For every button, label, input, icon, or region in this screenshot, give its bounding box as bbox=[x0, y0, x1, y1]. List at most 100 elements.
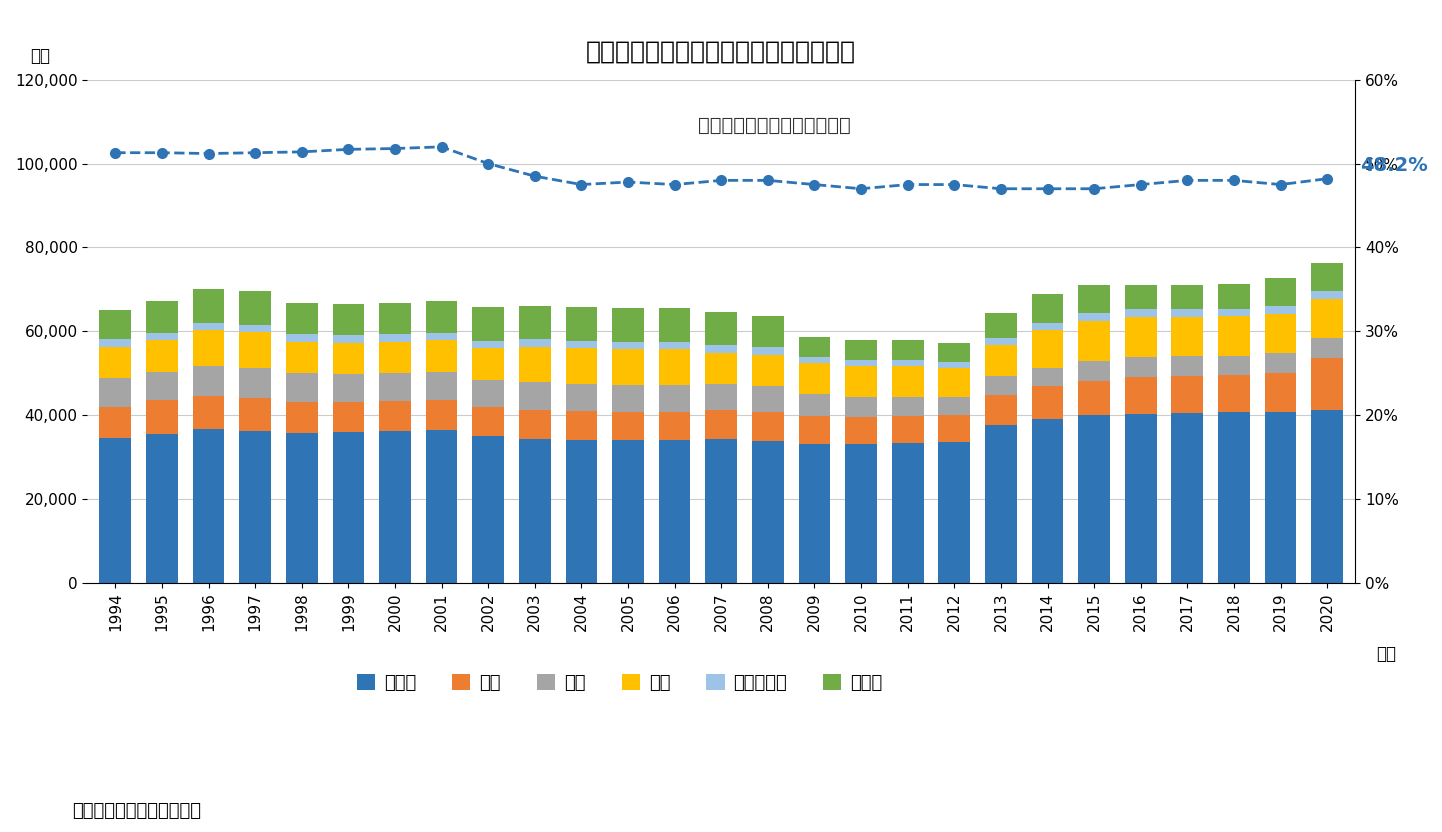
Bar bbox=[239, 291, 271, 325]
Bar bbox=[659, 308, 691, 342]
Bar bbox=[891, 359, 923, 365]
Bar bbox=[891, 365, 923, 397]
Bar bbox=[193, 290, 225, 323]
Bar bbox=[985, 394, 1017, 425]
Bar bbox=[1031, 386, 1063, 418]
Bar bbox=[1218, 356, 1250, 375]
Bar bbox=[1079, 313, 1110, 321]
Bar bbox=[519, 409, 551, 439]
Bar bbox=[753, 441, 783, 582]
Bar bbox=[519, 347, 551, 383]
Bar bbox=[565, 411, 597, 440]
Bar bbox=[939, 398, 970, 415]
Bar bbox=[425, 400, 457, 430]
Bar bbox=[473, 349, 505, 380]
Bar bbox=[1079, 381, 1110, 415]
Bar bbox=[1079, 285, 1110, 313]
Bar bbox=[146, 372, 177, 400]
Bar bbox=[239, 368, 271, 399]
Bar bbox=[519, 439, 551, 582]
Bar bbox=[845, 365, 877, 397]
Bar bbox=[99, 379, 131, 407]
Bar bbox=[99, 407, 131, 438]
Text: 年度: 年度 bbox=[1376, 645, 1396, 663]
Bar bbox=[193, 396, 225, 428]
Bar bbox=[473, 437, 505, 582]
Bar bbox=[845, 443, 877, 582]
Bar bbox=[613, 342, 645, 349]
Bar bbox=[239, 325, 271, 333]
Bar bbox=[753, 354, 783, 386]
Bar bbox=[379, 431, 411, 582]
Text: 自動車保険の割合（右目盛）: 自動車保険の割合（右目盛） bbox=[698, 116, 851, 136]
Bar bbox=[939, 362, 970, 368]
Bar bbox=[379, 334, 411, 342]
Bar bbox=[1171, 376, 1203, 413]
Bar bbox=[193, 323, 225, 330]
Bar bbox=[379, 373, 411, 401]
Bar bbox=[1171, 356, 1203, 376]
Bar bbox=[753, 386, 783, 412]
Bar bbox=[1265, 354, 1296, 373]
Text: 48.2%: 48.2% bbox=[1360, 156, 1428, 175]
Bar bbox=[1311, 263, 1343, 291]
Bar bbox=[379, 401, 411, 431]
Title: （図表１）　保険種類別正味収入保険料: （図表１） 保険種類別正味収入保険料 bbox=[587, 40, 857, 64]
Bar bbox=[99, 438, 131, 582]
Bar bbox=[891, 443, 923, 582]
Bar bbox=[1031, 323, 1063, 330]
Bar bbox=[939, 415, 970, 442]
Bar bbox=[1311, 358, 1343, 410]
Bar bbox=[939, 343, 970, 362]
Bar bbox=[845, 397, 877, 417]
Bar bbox=[659, 342, 691, 349]
Bar bbox=[659, 440, 691, 582]
Bar bbox=[1171, 316, 1203, 356]
Bar bbox=[891, 339, 923, 359]
Bar bbox=[1311, 339, 1343, 358]
Bar bbox=[1125, 285, 1156, 310]
Bar bbox=[239, 431, 271, 582]
Bar bbox=[565, 307, 597, 341]
Bar bbox=[425, 372, 457, 400]
Bar bbox=[1265, 412, 1296, 582]
Bar bbox=[1311, 299, 1343, 339]
Bar bbox=[1218, 285, 1250, 309]
Bar bbox=[845, 359, 877, 365]
Bar bbox=[146, 400, 177, 434]
Bar bbox=[425, 340, 457, 372]
Legend: 自動車, 火災, 傍害, 新種, 海上・運送, 自賠責: 自動車, 火災, 傍害, 新種, 海上・運送, 自賠責 bbox=[350, 666, 890, 700]
Bar bbox=[1079, 360, 1110, 381]
Bar bbox=[1031, 418, 1063, 582]
Bar bbox=[519, 383, 551, 409]
Bar bbox=[1079, 415, 1110, 582]
Bar bbox=[753, 315, 783, 347]
Bar bbox=[286, 342, 317, 373]
Bar bbox=[193, 330, 225, 366]
Bar bbox=[659, 349, 691, 385]
Bar bbox=[333, 402, 365, 433]
Bar bbox=[1265, 314, 1296, 354]
Bar bbox=[1031, 330, 1063, 368]
Bar bbox=[985, 338, 1017, 345]
Bar bbox=[333, 335, 365, 343]
Bar bbox=[146, 301, 177, 333]
Bar bbox=[425, 430, 457, 582]
Bar bbox=[799, 444, 831, 582]
Bar bbox=[1265, 306, 1296, 314]
Bar bbox=[425, 333, 457, 340]
Bar bbox=[799, 394, 831, 416]
Bar bbox=[799, 363, 831, 394]
Bar bbox=[286, 433, 317, 582]
Bar bbox=[1125, 414, 1156, 582]
Bar bbox=[985, 313, 1017, 338]
Bar bbox=[333, 343, 365, 374]
Bar bbox=[473, 307, 505, 341]
Bar bbox=[985, 425, 1017, 582]
Bar bbox=[613, 440, 645, 582]
Bar bbox=[705, 439, 737, 582]
Bar bbox=[705, 353, 737, 384]
Bar bbox=[1218, 309, 1250, 316]
Bar bbox=[613, 349, 645, 385]
Bar bbox=[286, 402, 317, 433]
